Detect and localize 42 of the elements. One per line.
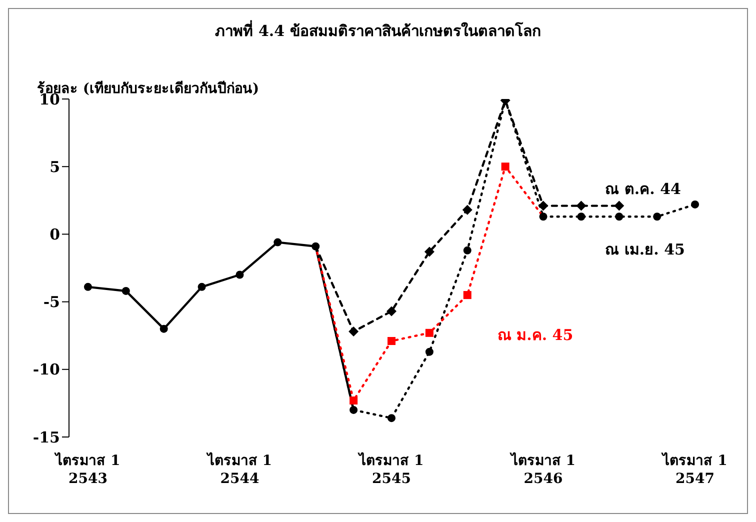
point [388,414,396,422]
y-tick-label: -10 [32,360,60,379]
point [348,326,359,337]
point [615,212,624,221]
point [160,324,168,333]
point [198,282,206,291]
point [350,396,358,404]
point [462,204,472,215]
point [386,306,396,316]
series-label: ณ เม.ย. 45 [605,240,685,259]
chart-title: ภาพที่ 4.4 ข้อสมมติราคาสินค้าเกษตรในตลาดโลก [214,19,542,42]
x-tick-label: ไตรมาส 1 2544 [205,451,272,487]
point [501,162,510,171]
point [274,238,282,246]
point [84,282,92,291]
point [576,200,586,211]
x-tick-label: ไตรมาส 1 2545 [357,451,424,487]
point [424,246,434,257]
point [350,406,358,414]
x-tick-label: ไตรมาส 1 2543 [54,451,120,487]
point [539,212,548,221]
y-tick-label: -15 [32,428,60,446]
point [577,212,586,221]
x-tick-label: ไตรมาส 1 2546 [508,451,576,487]
point [425,348,434,356]
point [122,286,130,295]
point [388,337,396,346]
point [463,246,472,254]
point [691,200,700,208]
point [614,200,624,211]
series-label: ณ ต.ค. 44 [605,180,681,198]
point [312,242,320,250]
y-tick-label: 5 [50,158,60,176]
point [236,270,244,279]
point [425,328,434,337]
text: ณ ม.ค. 45 [497,326,574,344]
point [463,291,472,300]
x-tick-label: ไตรมาส 1 2547 [660,451,728,487]
point [538,200,548,211]
y-tick-label: 0 [50,226,60,244]
y-tick-label: -5 [43,293,60,312]
point [653,212,662,221]
